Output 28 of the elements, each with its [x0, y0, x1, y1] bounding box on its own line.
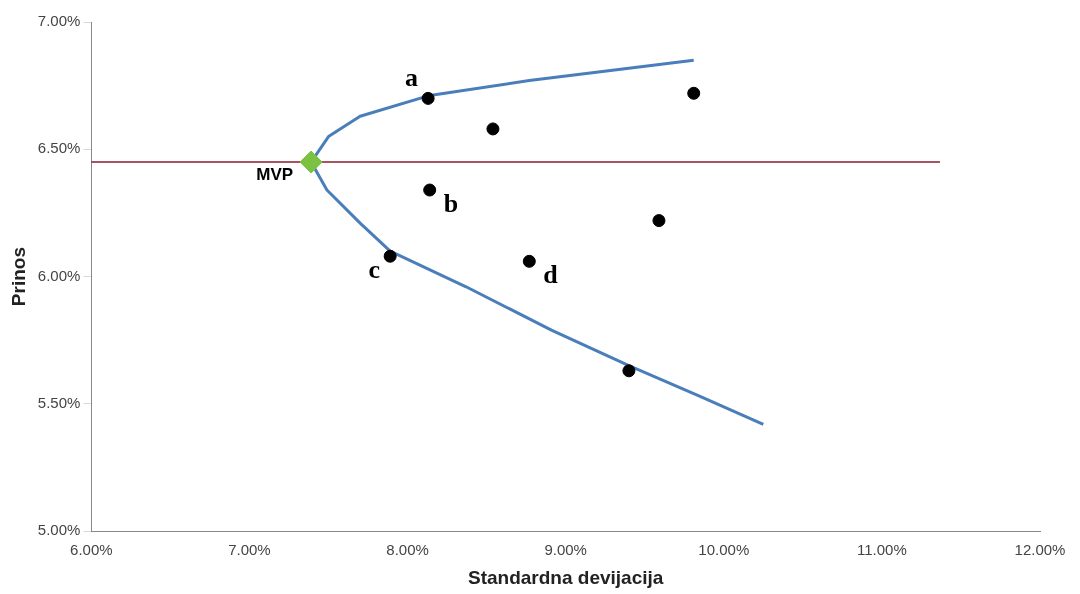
- x-tick-label: 10.00%: [698, 541, 750, 559]
- point: [421, 91, 435, 105]
- point: [486, 122, 500, 136]
- y-tick-label: 5.00%: [37, 521, 81, 539]
- y-tick-label: 6.50%: [37, 139, 81, 157]
- point: [299, 150, 323, 174]
- annotation: b: [443, 188, 459, 218]
- point: [423, 183, 437, 197]
- annotation: d: [543, 260, 559, 290]
- x-tick-label: 12.00%: [1014, 541, 1066, 559]
- x-tick-label: 11.00%: [857, 541, 907, 559]
- x-tick-label: 9.00%: [544, 541, 587, 559]
- point: [383, 249, 397, 263]
- point: [687, 86, 701, 100]
- y-tick-label: 6.00%: [37, 266, 81, 284]
- point: [622, 364, 636, 378]
- annotation: a: [405, 63, 419, 93]
- y-tick-label: 7.00%: [37, 12, 81, 30]
- x-tick-label: 8.00%: [386, 541, 429, 559]
- x-tick-label: 6.00%: [70, 541, 113, 559]
- annotation: MVP: [256, 165, 294, 185]
- x-tick-label: 7.00%: [228, 541, 271, 559]
- point: [522, 254, 536, 268]
- annotation: c: [368, 254, 381, 284]
- x-axis-title: Standardna devijacija: [467, 566, 664, 588]
- point: [652, 214, 666, 228]
- y-tick-label: 5.50%: [37, 394, 81, 412]
- y-axis-title: Prinos: [7, 247, 29, 307]
